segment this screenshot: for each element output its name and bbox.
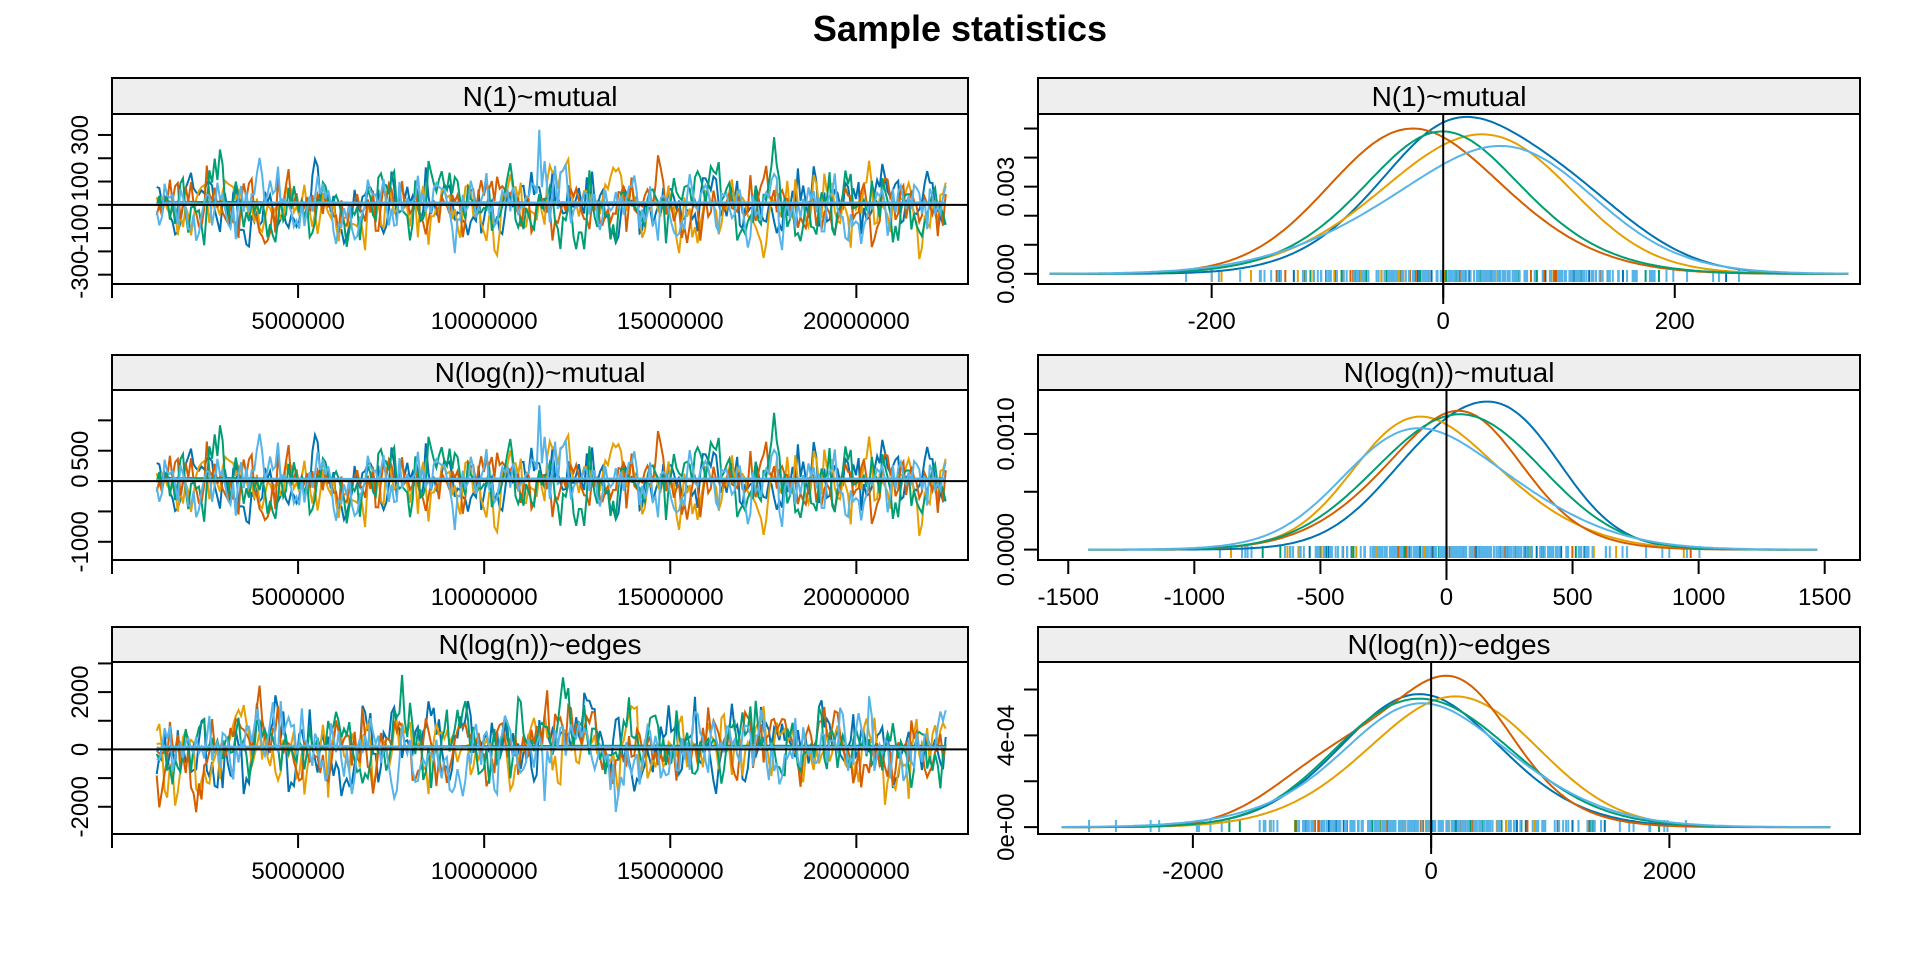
x-tick-label: -2000 <box>1162 858 1223 885</box>
y-tick-label: 0.000 <box>993 244 1020 304</box>
panel-border <box>1037 389 1861 561</box>
plot-area <box>1061 674 1831 832</box>
panel-strip <box>1037 626 1861 663</box>
x-tick-label: 10000000 <box>431 308 538 335</box>
y-tick-label: 0.0010 <box>993 397 1020 470</box>
x-tick-label: 5000000 <box>251 308 344 335</box>
strip-label: N(log(n))~mutual <box>1344 357 1555 388</box>
panel-border <box>111 661 969 835</box>
y-tick-label: 100 <box>67 162 94 202</box>
panel-strip <box>1037 354 1861 391</box>
x-tick-label: 2000 <box>1643 858 1696 885</box>
strip-label: N(1)~mutual <box>463 81 618 112</box>
running-mean-chain-5 <box>156 744 946 750</box>
x-tick-label: 15000000 <box>617 308 724 335</box>
panel-strip <box>111 354 969 391</box>
density-curve-chain-1 <box>1088 400 1818 551</box>
plot-area <box>112 405 968 537</box>
trace-line-chain-4 <box>155 412 947 527</box>
plot-area <box>112 674 968 813</box>
density-curve-chain-3 <box>1088 409 1818 551</box>
panel-strip <box>111 626 969 663</box>
trace-line-chain-1 <box>156 155 947 249</box>
chart-title: Sample statistics <box>812 8 1108 49</box>
density-curve-chain-4 <box>1061 697 1831 829</box>
x-tick-label: 15000000 <box>617 584 724 611</box>
density-curve-chain-3 <box>1049 127 1849 275</box>
y-tick-label: 500 <box>67 431 94 471</box>
x-tick-label: 5000000 <box>251 584 344 611</box>
plot-area <box>112 129 968 260</box>
running-mean-chain-5 <box>156 201 946 206</box>
panel-trace-3: N(log(n))~edges 5000000 10000000 15000000 20… <box>67 626 969 885</box>
panel-density-1: N(1)~mutual -200 0 200 0.000 0.003 <box>993 77 1861 335</box>
x-tick-label: 20000000 <box>803 584 910 611</box>
y-tick-label: 0.0000 <box>993 513 1020 586</box>
strip-label: N(log(n))~edges <box>1347 629 1550 660</box>
panel-strip <box>1037 77 1861 115</box>
y-tick-label: 0.003 <box>993 157 1020 217</box>
panel-density-3: N(log(n))~edges -2000 0 2000 0e+00 4e-04 <box>993 626 1861 885</box>
y-tick-label: 2000 <box>67 665 94 718</box>
plot-area <box>1088 400 1818 558</box>
running-mean-chain-5 <box>156 477 946 482</box>
x-tick-label: 20000000 <box>803 858 910 885</box>
trace-line-chain-4 <box>155 137 947 250</box>
x-tick-label: 10000000 <box>431 584 538 611</box>
x-tick-label: 0 <box>1437 308 1450 335</box>
y-tick-label: -1000 <box>67 511 94 572</box>
panel-density-2: N(log(n))~mutual -1500 -1000 -500 0 500 1000 15… <box>993 354 1861 611</box>
plot-area <box>1049 115 1849 282</box>
panel-trace-1: N(1)~mutual 5000000 10000000 15000000 200000… <box>67 77 969 335</box>
density-curve-chain-5 <box>1088 427 1818 551</box>
y-tick-label: 0 <box>67 474 94 487</box>
x-tick-label: 200 <box>1655 308 1695 335</box>
density-curve-chain-2 <box>1049 133 1849 275</box>
panel-border <box>1037 113 1861 285</box>
y-tick-label: 0 <box>67 743 94 756</box>
density-curve-chain-5 <box>1049 145 1849 275</box>
x-tick-label: -500 <box>1296 584 1344 611</box>
y-tick-label: 300 <box>67 115 94 155</box>
y-tick-label: 0e+00 <box>993 793 1020 860</box>
density-curve-chain-1 <box>1061 693 1831 829</box>
density-curve-chain-4 <box>1088 413 1818 551</box>
density-curve-chain-5 <box>1061 702 1831 829</box>
trace-line-chain-5 <box>156 696 947 813</box>
panel-strip <box>111 77 969 115</box>
x-tick-label: 20000000 <box>803 308 910 335</box>
density-curve-chain-4 <box>1049 130 1849 275</box>
panel-border <box>111 389 969 561</box>
x-tick-label: 0 <box>1440 584 1453 611</box>
panel-trace-2: N(log(n))~mutual 5000000 10000000 15000000 2… <box>67 354 969 611</box>
strip-label: N(log(n))~edges <box>438 629 641 660</box>
x-tick-label: 15000000 <box>617 858 724 885</box>
panel-border <box>111 113 969 285</box>
strip-label: N(log(n))~mutual <box>435 357 646 388</box>
x-tick-label: 500 <box>1553 584 1593 611</box>
density-curve-chain-2 <box>1061 695 1831 829</box>
density-curve-chain-3 <box>1061 674 1831 829</box>
x-tick-label: -1500 <box>1038 584 1099 611</box>
y-tick-label: -300 <box>67 251 94 299</box>
x-tick-label: -200 <box>1188 308 1236 335</box>
panel-border <box>1037 661 1861 835</box>
x-tick-label: 10000000 <box>431 858 538 885</box>
trace-line-chain-1 <box>156 430 947 525</box>
y-tick-label: 4e-04 <box>993 705 1020 766</box>
x-tick-label: -1000 <box>1164 584 1225 611</box>
x-tick-label: 0 <box>1424 858 1437 885</box>
y-tick-label: -2000 <box>67 776 94 837</box>
y-tick-label: -100 <box>67 204 94 252</box>
strip-label: N(1)~mutual <box>1372 81 1527 112</box>
x-tick-label: 1500 <box>1798 584 1851 611</box>
x-tick-label: 5000000 <box>251 858 344 885</box>
x-tick-label: 1000 <box>1672 584 1725 611</box>
